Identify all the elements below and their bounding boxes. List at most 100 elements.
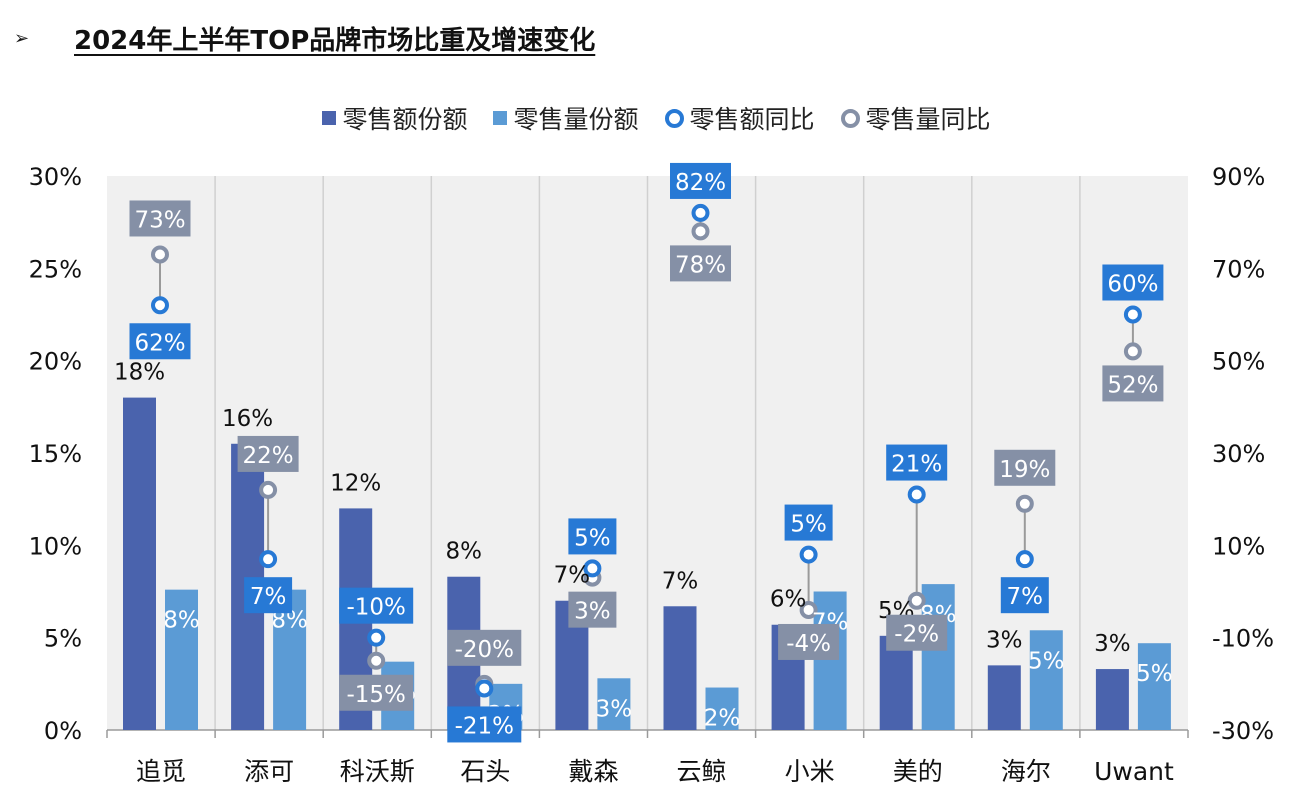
- bar-volume-share-label: 3%: [596, 696, 633, 722]
- bar-value-share: [123, 397, 156, 730]
- left-axis-tick-label: 15%: [29, 440, 82, 468]
- yoy-volume-label: 78%: [675, 252, 726, 278]
- bar-value-share-label: 3%: [1094, 631, 1131, 657]
- bar-volume-share: [165, 589, 198, 730]
- yoy-value-label: 7%: [1007, 584, 1044, 610]
- bar-volume-share: [705, 687, 739, 730]
- yoy-value-label-box: [447, 706, 522, 743]
- legend-marker-value-yoy: [664, 108, 684, 128]
- left-axis-tick-label: 25%: [29, 255, 82, 283]
- bar-value-share: [987, 665, 1021, 730]
- marker-value-yoy: [691, 203, 710, 222]
- yoy-volume-label: -4%: [786, 631, 831, 657]
- marker-volume-yoy: [1015, 494, 1034, 513]
- left-axis-tick-label: 0%: [44, 717, 82, 745]
- legend-label-value-yoy: 零售额同比: [689, 105, 815, 134]
- category-label: 小米: [785, 757, 835, 786]
- yoy-volume-label: -2%: [894, 622, 939, 648]
- bullet-arrow-icon: ➢: [14, 27, 30, 49]
- bar-value-share-label: 7%: [662, 568, 699, 594]
- yoy-value-label: 62%: [134, 330, 185, 356]
- left-axis-tick-label: 20%: [29, 348, 82, 376]
- yoy-value-label: -21%: [455, 713, 514, 739]
- yoy-volume-label-box: [1102, 365, 1164, 402]
- bar-value-share: [1095, 669, 1129, 730]
- yoy-volume-label-box: [886, 614, 948, 651]
- yoy-volume-label: 52%: [1107, 372, 1158, 398]
- right-axis-tick-label: -10%: [1212, 625, 1274, 653]
- marker-value-yoy: [259, 550, 278, 569]
- left-axis-tick-label: 5%: [44, 625, 82, 653]
- yoy-value-label-box: [129, 323, 191, 360]
- yoy-volume-label-box: [568, 591, 617, 628]
- marker-value-yoy: [583, 559, 602, 578]
- yoy-value-label: 82%: [675, 170, 726, 196]
- yoy-value-label-box: [784, 504, 833, 541]
- legend-swatch-value-share: [322, 111, 337, 125]
- legend-item-volume-yoy: 零售量同比: [840, 100, 991, 136]
- legend-swatch-volume-share: [493, 111, 508, 125]
- category-label: Uwant: [1094, 757, 1174, 786]
- bar-value-share: [879, 635, 913, 730]
- right-axis-tick-label: 90%: [1212, 163, 1265, 191]
- yoy-value-label: 21%: [891, 452, 942, 478]
- right-axis-tick-label: 30%: [1212, 440, 1265, 468]
- legend-marker-volume-yoy: [840, 108, 860, 128]
- category-label: 云鲸: [677, 757, 727, 786]
- bar-value-share: [663, 606, 697, 730]
- marker-value-yoy: [799, 545, 818, 564]
- marker-volume-yoy: [799, 600, 818, 619]
- category-label: 戴森: [568, 757, 618, 786]
- page-title: 2024年上半年TOP品牌市场比重及增速变化: [74, 25, 596, 56]
- bar-value-share-label: 6%: [770, 587, 807, 613]
- yoy-value-label-box: [670, 162, 731, 199]
- yoy-volume-label: 22%: [243, 443, 294, 469]
- right-axis-tick-label: 70%: [1212, 255, 1265, 283]
- category-label: 添可: [244, 757, 294, 786]
- left-axis-tick-label: 10%: [29, 532, 82, 560]
- yoy-volume-label-box: [129, 200, 191, 237]
- bar-volume-share-label: 5%: [1136, 661, 1173, 687]
- yoy-value-label-box: [886, 444, 948, 481]
- bar-value-share-label: 18%: [114, 360, 165, 386]
- bar-volume-share: [1137, 643, 1171, 730]
- yoy-value-label: 5%: [790, 512, 827, 538]
- legend-item-value-yoy: 零售额同比: [664, 100, 815, 136]
- bar-volume-share-label: 5%: [1028, 648, 1065, 674]
- yoy-volume-label-box: [778, 623, 840, 660]
- bar-value-share-label: 3%: [986, 627, 1023, 653]
- category-label: 科沃斯: [340, 757, 415, 786]
- yoy-value-label-box: [339, 587, 414, 624]
- legend-label-volume-yoy: 零售量同比: [865, 105, 991, 134]
- marker-value-yoy: [907, 485, 926, 504]
- yoy-value-label-box: [1102, 264, 1164, 301]
- marker-volume-yoy: [1123, 342, 1142, 361]
- bar-volume-share-label: 8%: [163, 608, 200, 634]
- marker-volume-yoy: [367, 651, 386, 670]
- legend-item-value-share: 零售额份额: [322, 100, 467, 136]
- yoy-volume-label: -15%: [346, 682, 405, 708]
- yoy-volume-label-box: [339, 674, 414, 711]
- category-label: 海尔: [1001, 757, 1051, 786]
- category-label: 石头: [460, 757, 510, 786]
- marker-value-yoy: [475, 679, 494, 698]
- yoy-volume-label-box: [237, 435, 299, 472]
- bar-volume-share: [921, 584, 955, 730]
- left-axis-tick-label: 30%: [29, 163, 82, 191]
- bar-volume-share-label: 2%: [704, 706, 741, 732]
- marker-value-yoy: [1015, 550, 1034, 569]
- marker-value-yoy: [151, 296, 169, 315]
- yoy-value-label: 7%: [250, 584, 287, 610]
- yoy-value-label-box: [568, 518, 617, 555]
- bar-volume-share: [597, 678, 631, 730]
- marker-volume-yoy: [691, 222, 710, 241]
- yoy-value-label-box: [1000, 577, 1049, 614]
- marker-value-yoy: [1123, 305, 1142, 324]
- right-axis-tick-label: 10%: [1212, 532, 1265, 560]
- legend-label-volume-share: 零售量份额: [513, 105, 639, 134]
- yoy-volume-label: 73%: [134, 207, 185, 233]
- marker-volume-yoy: [259, 480, 278, 499]
- yoy-volume-label: 19%: [999, 457, 1050, 483]
- title-row: ➢ 2024年上半年TOP品牌市场比重及增速变化: [14, 18, 595, 58]
